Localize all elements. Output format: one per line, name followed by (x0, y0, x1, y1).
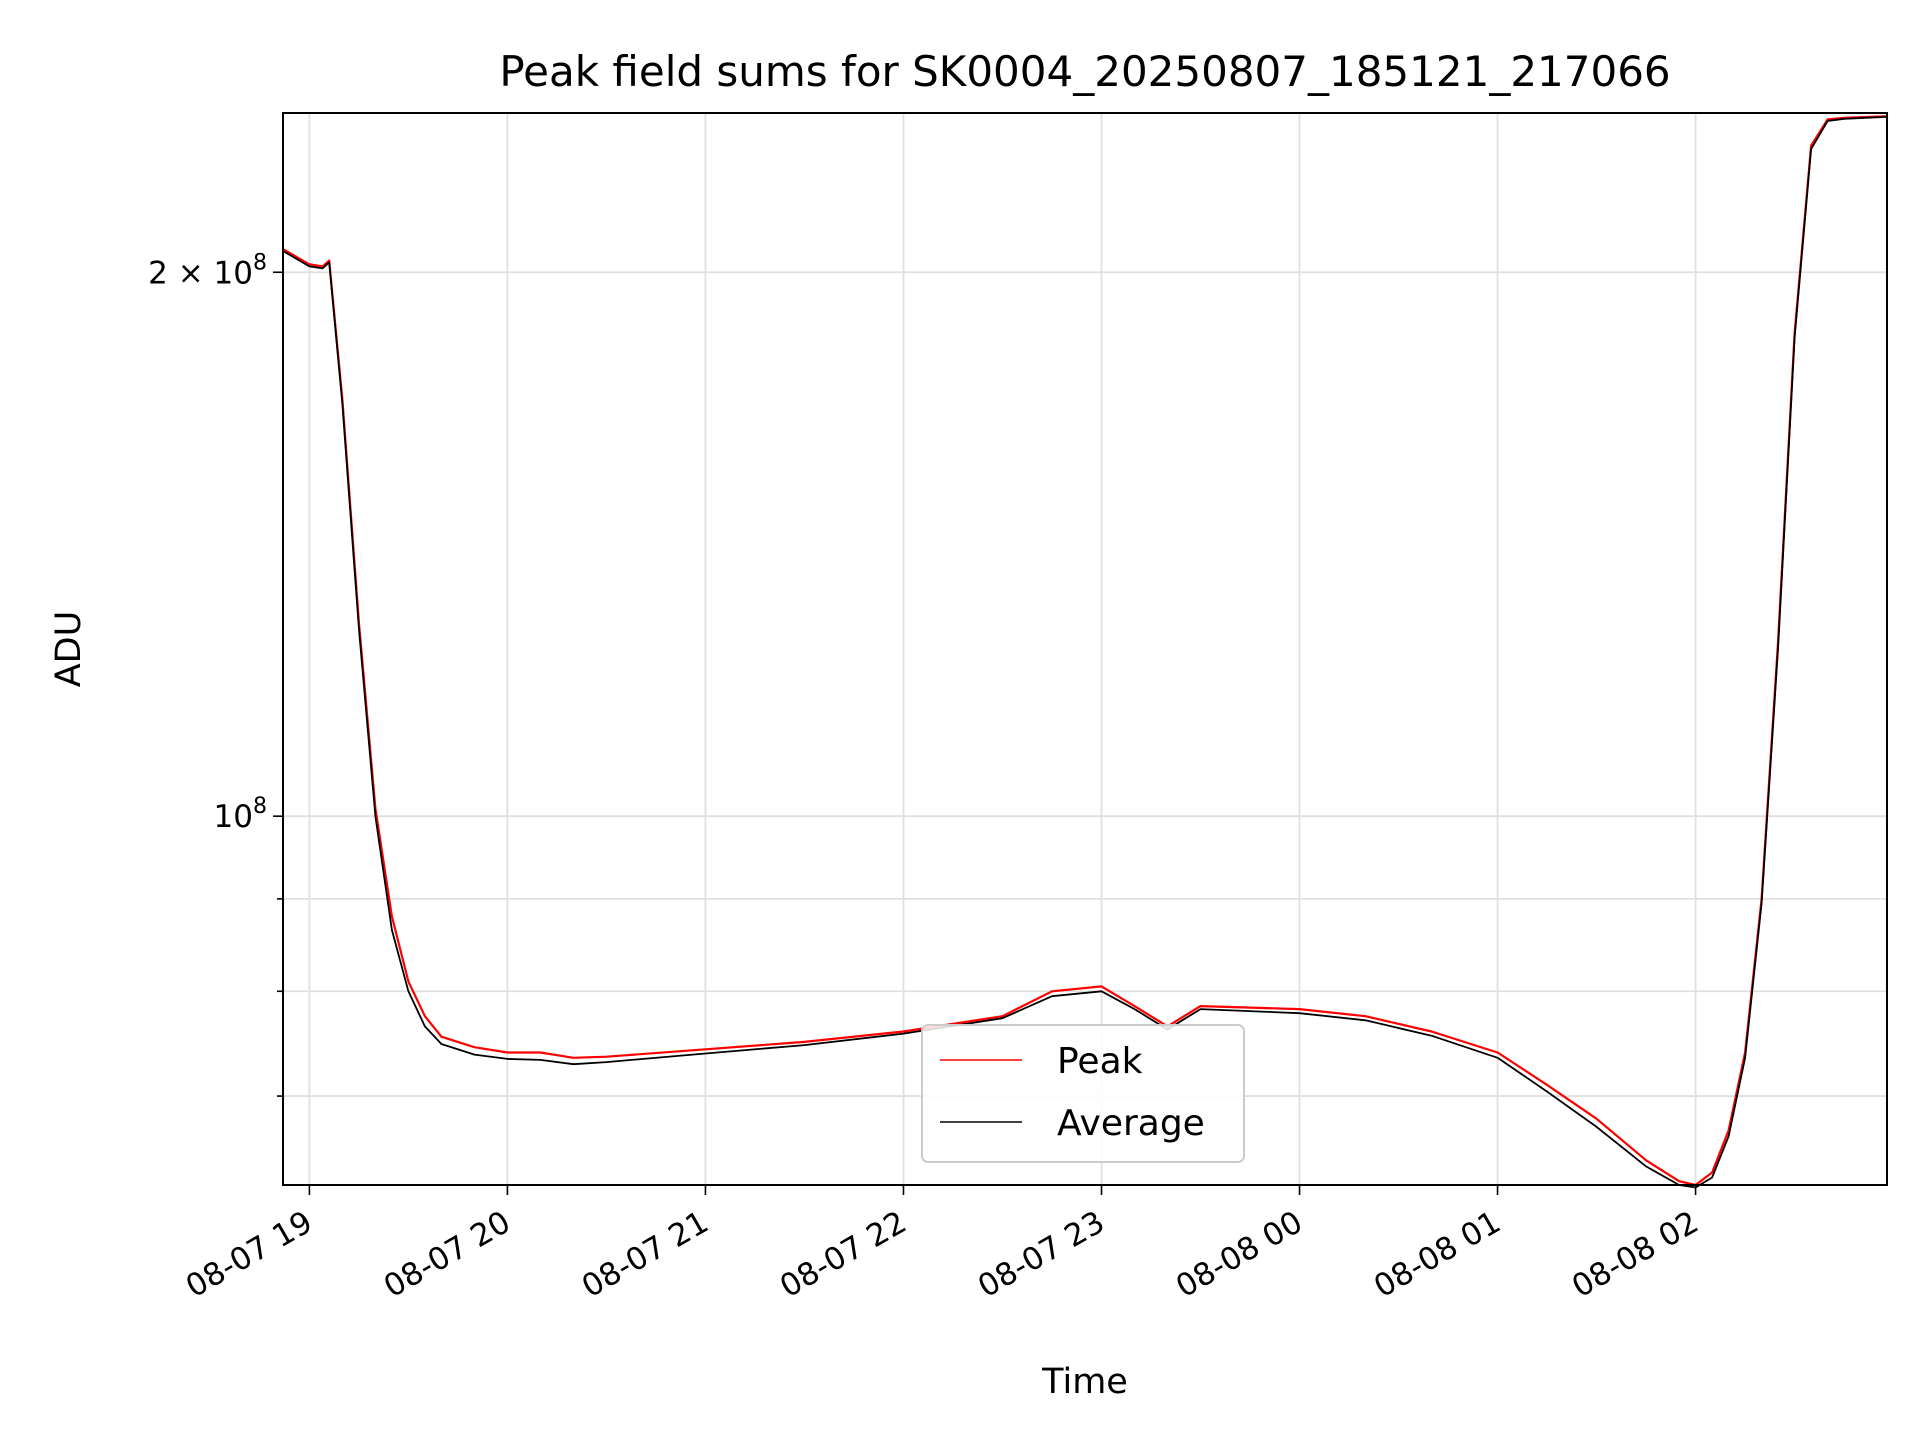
chart-title: Peak field sums for SK0004_20250807_1851… (499, 47, 1670, 96)
grid (283, 113, 1887, 1185)
y-tick-label-1: 2 × 108 (148, 250, 267, 291)
legend-label-average: Average (1057, 1103, 1205, 1144)
series-layer (282, 115, 1888, 1189)
y-tick-label-0: 108 (214, 794, 267, 835)
legend: Peak Average (921, 1024, 1245, 1163)
legend-label-peak: Peak (1057, 1041, 1143, 1082)
series-line-peak (282, 115, 1888, 1187)
series-line-average (282, 116, 1888, 1189)
plot-area-frame (282, 112, 1888, 1186)
y-axis-label: ADU (49, 611, 89, 688)
x-axis-label: Time (1041, 1362, 1128, 1402)
